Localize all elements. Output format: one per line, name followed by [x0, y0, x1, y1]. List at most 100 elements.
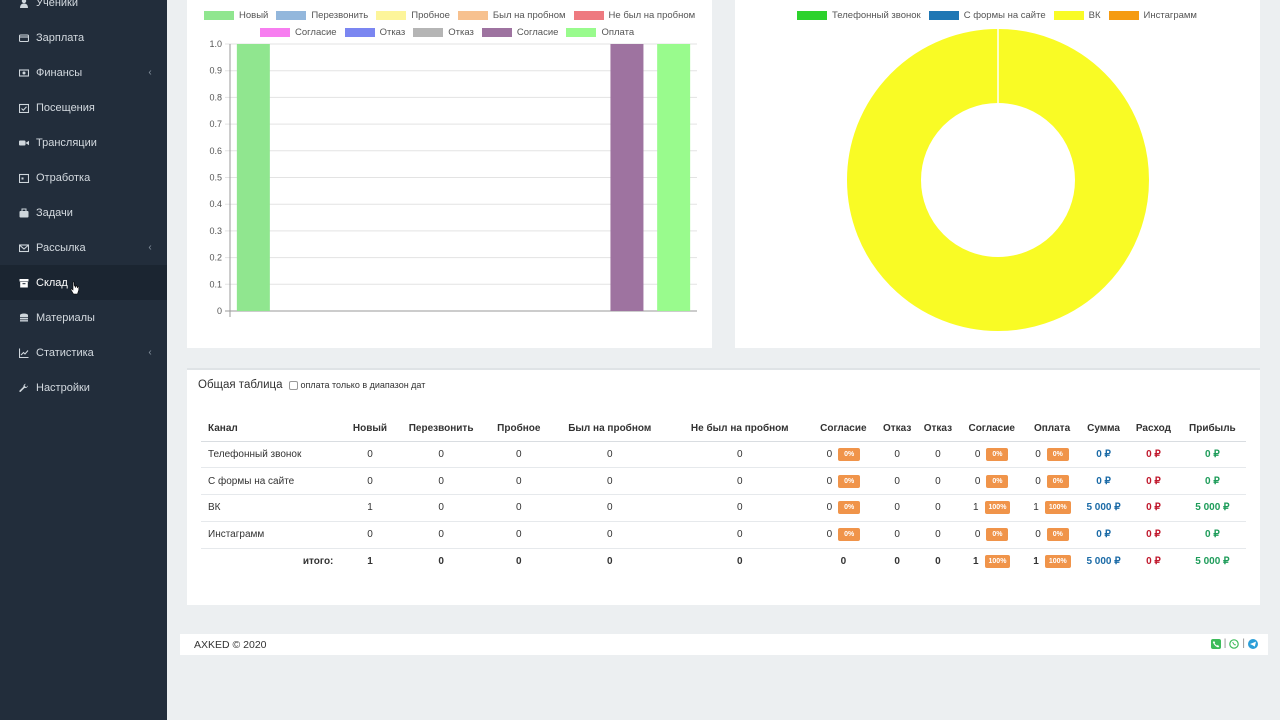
doughnut-chart	[847, 29, 1149, 331]
sidebar-item-label: Статистика	[36, 346, 94, 359]
sidebar-item-finance[interactable]: Финансы ‹	[0, 55, 167, 90]
cell-sum: 5 000 ₽	[1078, 494, 1129, 522]
legend-item[interactable]: Отказ	[413, 27, 474, 38]
chevron-left-icon[interactable]: ‹	[148, 67, 152, 78]
envelope-icon	[19, 243, 29, 253]
cell-new: 0	[345, 467, 395, 496]
col-sum[interactable]: Сумма	[1078, 417, 1129, 442]
total-no-trial: 0	[736, 556, 743, 568]
chevron-left-icon[interactable]: ‹	[148, 347, 152, 358]
sidebar-item-salary[interactable]: Зарплата	[0, 20, 167, 55]
legend-swatch	[797, 11, 827, 20]
cell-trial: 0	[487, 494, 550, 522]
cell-profit: 0 ₽	[1178, 441, 1246, 469]
sidebar-item-warehouse[interactable]: Склад	[0, 265, 167, 300]
footer-separator: |	[1223, 638, 1227, 649]
legend-label: Не был на пробном	[608, 10, 696, 21]
legend-item[interactable]: Отказ	[344, 27, 405, 38]
date-range-checkbox[interactable]	[288, 380, 298, 390]
cell-sum: 0 ₽	[1078, 441, 1129, 469]
col-trial[interactable]: Пробное	[487, 417, 550, 442]
cell-expense: 0 ₽	[1128, 494, 1179, 522]
cell-expense: 0 ₽	[1128, 521, 1179, 549]
cell-value: 0	[974, 475, 981, 487]
cell-was-trial: 0	[549, 441, 670, 469]
y-tick-label: 1.0	[209, 39, 222, 49]
y-tick-label: 0.2	[209, 253, 222, 263]
col-profit[interactable]: Прибыль	[1178, 417, 1246, 442]
legend-item[interactable]: ВК	[1053, 10, 1101, 21]
table-row: С формы на сайте 0 0 0 0 0 0 0% 0 0 0 0% 0…	[201, 467, 1246, 496]
col-refuse-1[interactable]: Отказ	[876, 417, 918, 442]
col-callback[interactable]: Перезвонить	[394, 417, 488, 442]
col-refuse-2[interactable]: Отказ	[917, 417, 959, 442]
legend-item[interactable]: Согласие	[260, 27, 337, 38]
cell-agree-1: 0 0%	[809, 441, 877, 469]
archive-icon	[19, 278, 29, 288]
sidebar-item-makeup[interactable]: Отработка	[0, 160, 167, 195]
cell-callback: 0	[394, 441, 488, 469]
legend-item[interactable]: Телефонный звонок	[797, 10, 921, 21]
y-tick-label: 0.8	[209, 92, 222, 102]
phone-icon[interactable]	[1210, 638, 1221, 649]
col-new[interactable]: Новый	[345, 417, 395, 442]
legend-item[interactable]: Новый	[204, 10, 268, 21]
total-refuse-1: 0	[894, 556, 900, 568]
legend-item[interactable]: Инстаграмм	[1108, 10, 1197, 21]
calendar-check-icon	[19, 103, 29, 113]
sidebar-item-label: Задачи	[36, 206, 73, 219]
whatsapp-icon[interactable]	[1229, 638, 1240, 649]
y-tick-label: 0.4	[209, 199, 222, 209]
sidebar-item-students[interactable]: Ученики	[0, 0, 167, 20]
legend-item[interactable]: Перезвонить	[276, 10, 368, 21]
legend-label: ВК	[1088, 10, 1101, 21]
cell-value: 0	[826, 502, 833, 514]
percent-badge: 0%	[986, 474, 1009, 488]
sidebar-item-label: Финансы	[36, 66, 83, 79]
sidebar-item-statistics[interactable]: Статистика ‹	[0, 335, 167, 370]
sidebar-item-broadcasts[interactable]: Трансляции	[0, 125, 167, 160]
col-paid[interactable]: Оплата	[1025, 417, 1079, 442]
chevron-left-icon[interactable]: ‹	[148, 242, 152, 253]
sidebar-item-mailing[interactable]: Рассылка ‹	[0, 230, 167, 265]
cell-paid: 0 0%	[1025, 467, 1079, 496]
legend-item[interactable]: С формы на сайте	[928, 10, 1046, 21]
sidebar-item-visits[interactable]: Посещения	[0, 90, 167, 125]
cell-value: 0	[974, 529, 981, 541]
table-header-row: Канал Новый Перезвонить Пробное Был на п…	[201, 417, 1246, 442]
summary-table: Канал Новый Перезвонить Пробное Был на п…	[201, 417, 1246, 575]
col-no-trial[interactable]: Не был на пробном	[669, 417, 810, 442]
cell-channel: ВК	[201, 494, 346, 522]
legend-swatch	[928, 11, 959, 20]
table-row: ВК 1 0 0 0 0 0 0% 0 0 1 100% 1 100% 5 000 ₽…	[201, 494, 1246, 522]
total-new: 1	[367, 556, 373, 568]
col-was-trial[interactable]: Был на пробном	[549, 417, 670, 442]
col-agree-2[interactable]: Согласие	[958, 417, 1026, 442]
total-profit: 5 000 ₽	[1195, 556, 1230, 568]
sidebar-item-materials[interactable]: Материалы	[0, 300, 167, 335]
legend-label: Оплата	[601, 27, 635, 38]
legend-item[interactable]: Не был на пробном	[573, 10, 696, 21]
legend-swatch	[276, 11, 307, 20]
col-agree-1[interactable]: Согласие	[809, 417, 877, 442]
doughnut-chart-legend: Телефонный звонок С формы на сайте ВК Инста…	[797, 10, 1205, 21]
legend-item[interactable]: Оплата	[566, 27, 634, 38]
line-chart-icon	[19, 348, 29, 358]
cell-agree-1: 0 0%	[809, 494, 877, 522]
legend-item[interactable]: Был на пробном	[457, 10, 566, 21]
legend-label: Пробное	[411, 10, 450, 21]
total-agree-2: 1 100%	[958, 548, 1025, 575]
total-agree-1: 0	[840, 556, 847, 568]
legend-item[interactable]: Согласие	[481, 27, 558, 38]
col-channel[interactable]: Канал	[201, 417, 346, 442]
cell-no-trial: 0	[669, 494, 810, 522]
legend-swatch	[1108, 11, 1139, 20]
col-expense[interactable]: Расход	[1128, 417, 1179, 442]
sidebar-item-settings[interactable]: Настройки	[0, 370, 167, 405]
cell-value: 0	[1035, 449, 1041, 461]
legend-item[interactable]: Пробное	[376, 10, 450, 21]
telegram-icon[interactable]	[1248, 638, 1258, 649]
briefcase-icon	[19, 208, 29, 218]
bar-chart-panel: Новый Перезвонить Пробное Был на пробном Не …	[187, 0, 712, 348]
sidebar-item-tasks[interactable]: Задачи	[0, 195, 167, 230]
